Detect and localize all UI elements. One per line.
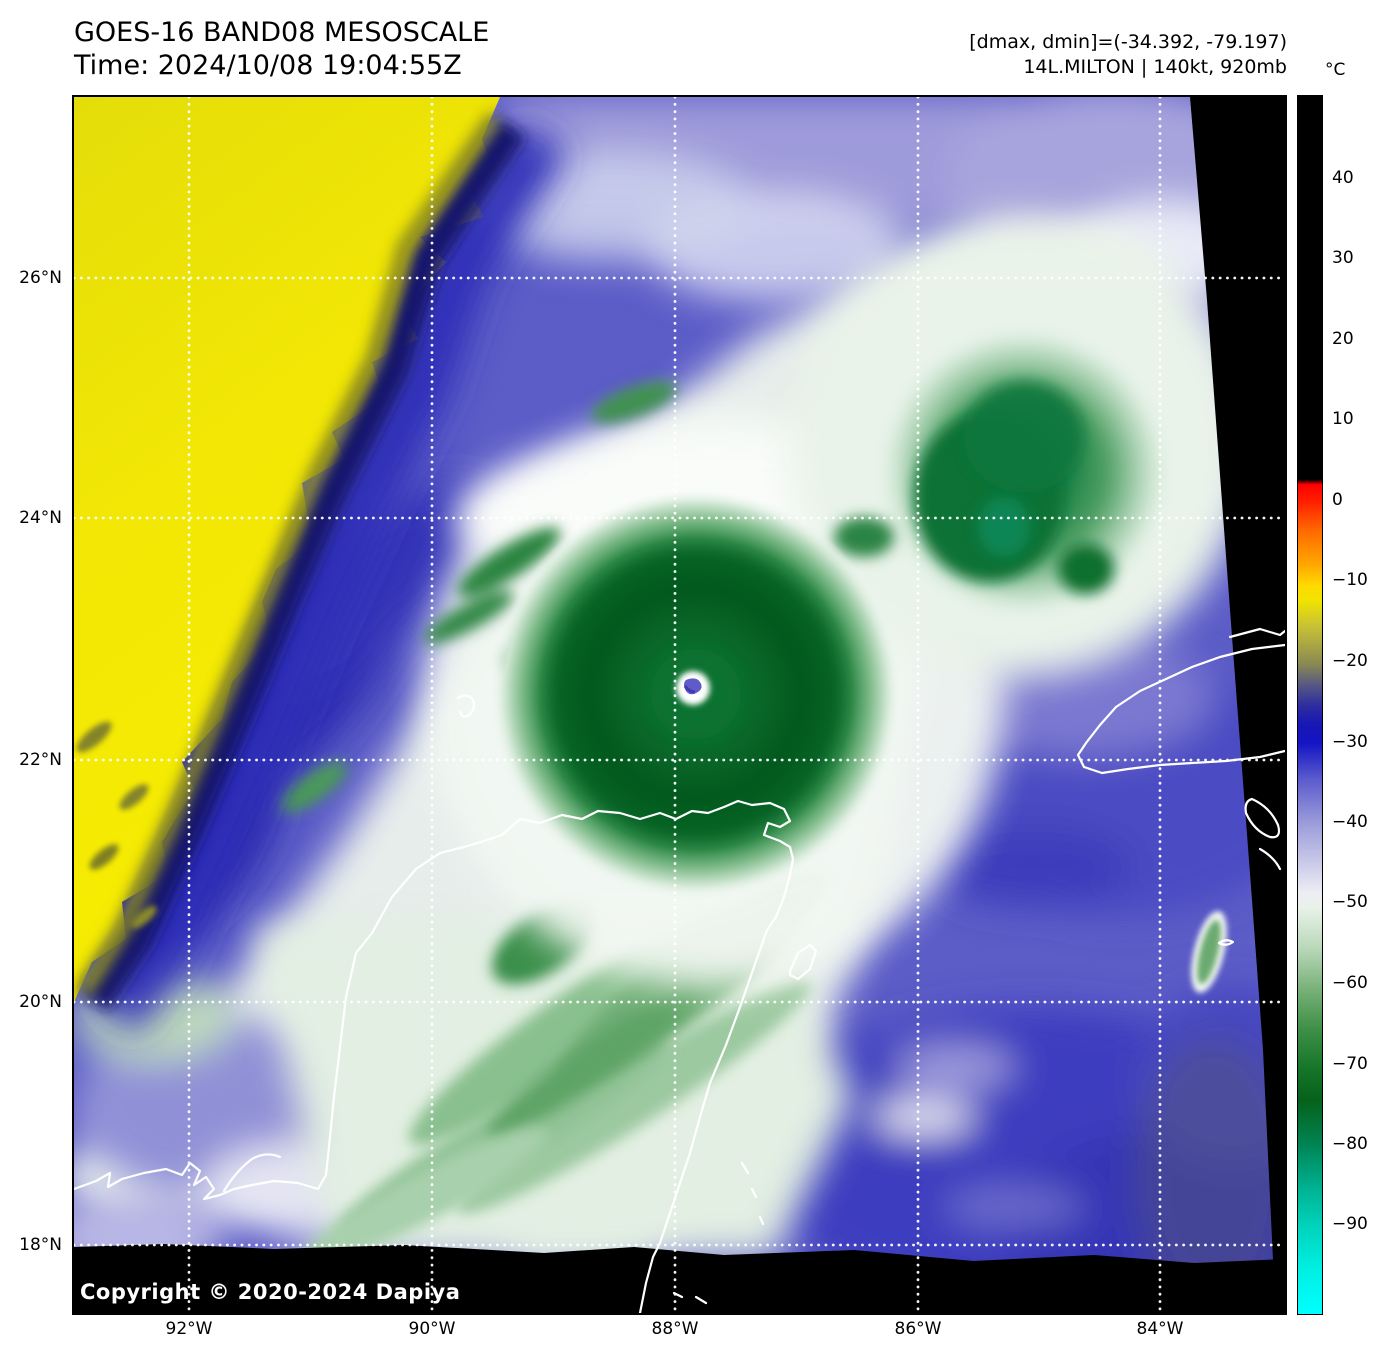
colorbar-tick: −90 (1332, 1214, 1368, 1234)
hurricane-eye (676, 671, 710, 705)
colorbar-tick: −50 (1332, 892, 1368, 912)
colorbar-tick: −20 (1332, 651, 1368, 671)
colorbar-tick: 10 (1332, 409, 1354, 429)
colorbar-tick: 40 (1332, 168, 1354, 188)
colorbar-tick: −30 (1332, 732, 1368, 752)
colorbar-unit-label: °C (1325, 60, 1346, 80)
dry-air-region (74, 97, 568, 1034)
annotation-block: [dmax, dmin]=(-34.392, -79.197) 14L.MILT… (969, 30, 1287, 80)
timestamp: Time: 2024/10/08 19:04:55Z (74, 50, 462, 81)
lat-axis-label: 24°N (19, 508, 62, 528)
copyright-watermark: Copyright © 2020-2024 Dapiya (80, 1280, 461, 1304)
coastlines (74, 627, 1285, 1313)
colorbar-tick: −40 (1332, 812, 1368, 832)
colorbar-tick: −60 (1332, 973, 1368, 993)
lon-axis-label: 86°W (894, 1319, 942, 1339)
satellite-imagery (74, 97, 1285, 1313)
lon-axis-label: 92°W (165, 1319, 213, 1339)
lat-axis-label: 20°N (19, 992, 62, 1012)
satellite-map-panel (72, 95, 1287, 1315)
page-title: GOES-16 BAND08 MESOSCALE (74, 17, 490, 48)
colorbar-tick: 20 (1332, 329, 1354, 349)
colorbar-tick: −70 (1332, 1054, 1368, 1074)
colorbar-tick: −80 (1332, 1134, 1368, 1154)
storm-annotation: 14L.MILTON | 140kt, 920mb (1023, 56, 1287, 78)
colorbar-tick: 0 (1332, 490, 1343, 510)
isolated-cell (1191, 911, 1227, 993)
range-annotation: [dmax, dmin]=(-34.392, -79.197) (969, 31, 1287, 53)
lon-axis-label: 88°W (651, 1319, 699, 1339)
colorbar-tick: −10 (1332, 570, 1368, 590)
scan-edge-mask (74, 97, 1285, 1313)
colorbar-tick: 30 (1332, 248, 1354, 268)
northeast-convection-blob (789, 217, 1249, 677)
lat-axis-label: 18°N (19, 1235, 62, 1255)
lat-axis-label: 26°N (19, 268, 62, 288)
graticule (74, 97, 1285, 1313)
colorbar (1297, 95, 1323, 1315)
lon-axis-label: 84°W (1136, 1319, 1184, 1339)
lat-axis-label: 22°N (19, 750, 62, 770)
lon-axis-label: 90°W (408, 1319, 456, 1339)
east-blue-clouds (754, 637, 1285, 1313)
